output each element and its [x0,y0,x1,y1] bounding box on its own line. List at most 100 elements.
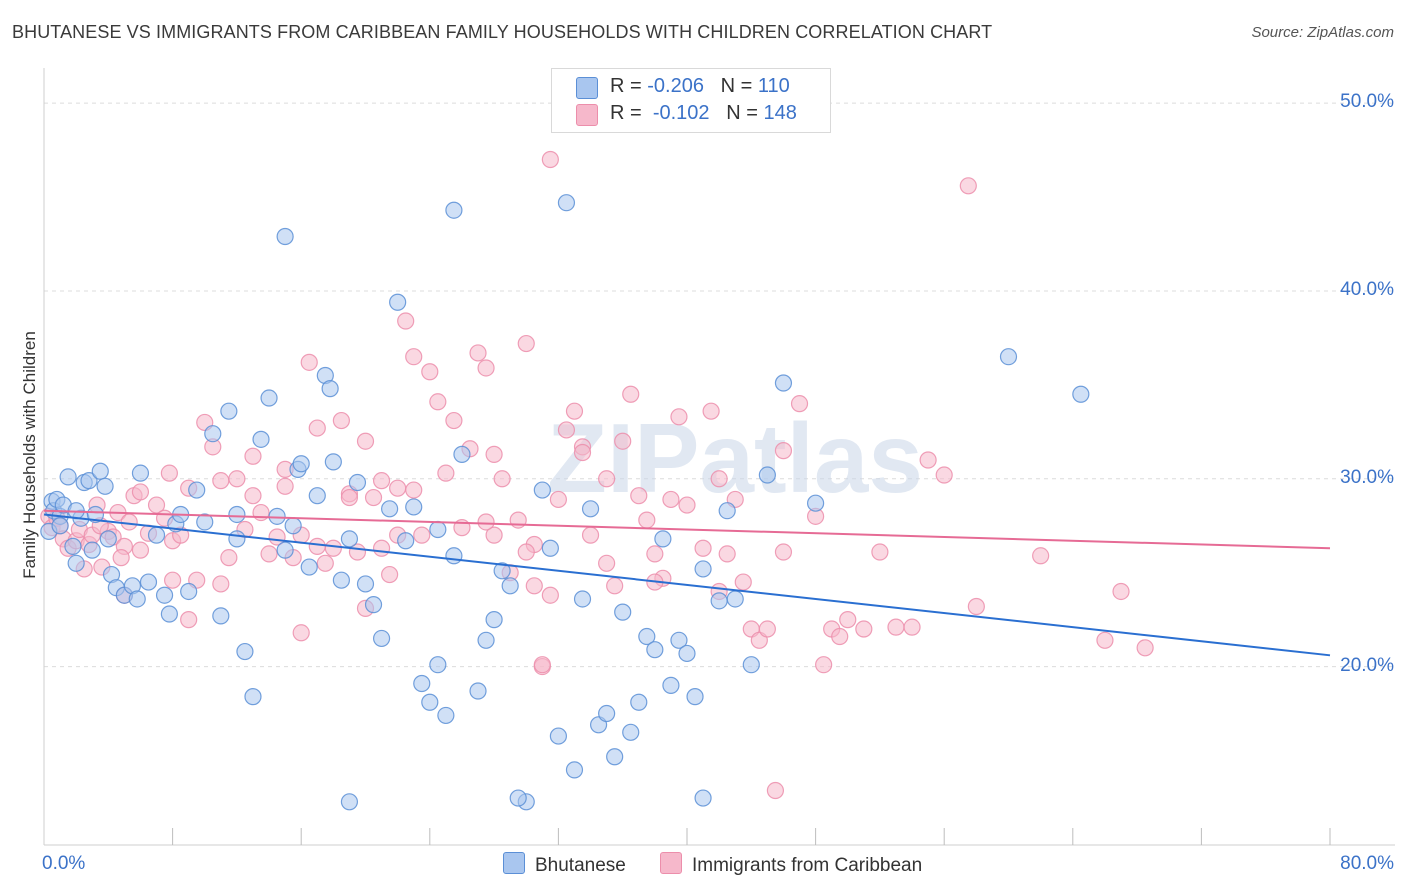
point-caribbean [557,421,576,439]
point-caribbean [372,539,391,557]
point-caribbean [1096,631,1114,649]
point-caribbean [300,353,318,371]
point-caribbean [839,611,857,629]
point-caribbean [774,543,793,561]
point-caribbean [573,443,592,462]
point-bhutanese [581,500,600,518]
point-bhutanese [565,761,584,779]
point-caribbean [622,385,640,403]
point-bhutanese [260,389,278,407]
point-caribbean [405,348,423,366]
point-bhutanese [340,530,359,548]
point-caribbean [212,575,230,593]
n-value-bhutanese: 110 [757,75,790,97]
point-caribbean [131,541,150,559]
point-bhutanese [694,560,712,578]
point-bhutanese [742,656,760,674]
point-bhutanese [573,590,592,608]
point-bhutanese [244,688,262,706]
series-legend-bhutanese: Bhutanese [503,852,626,877]
point-bhutanese [91,462,109,480]
point-caribbean [614,432,632,450]
point-caribbean [421,363,439,381]
point-caribbean [549,490,568,509]
point-bhutanese [686,688,704,706]
point-caribbean [397,312,415,330]
point-caribbean [308,537,326,555]
trend-line-bhutanese [43,513,1331,657]
point-caribbean [244,447,262,465]
point-caribbean [493,470,511,488]
point-bhutanese [718,502,736,520]
point-caribbean [180,611,198,629]
series-swatch-pink [660,852,682,874]
point-bhutanese [662,676,680,694]
point-caribbean [244,487,262,505]
point-bhutanese [541,539,559,557]
point-bhutanese [774,374,793,392]
trend-lines [43,509,1331,657]
point-bhutanese [372,629,391,648]
point-caribbean [364,488,383,507]
point-bhutanese [300,558,318,576]
point-caribbean [437,464,455,482]
point-caribbean [598,554,616,572]
point-caribbean [413,526,431,544]
point-bhutanese [80,472,98,490]
point-caribbean [606,577,624,595]
point-bhutanese [429,520,447,539]
point-caribbean [541,586,559,604]
point-caribbean [485,445,503,463]
point-caribbean [517,334,535,353]
point-bhutanese [405,498,423,516]
point-caribbean [815,656,833,674]
point-caribbean [1112,582,1130,601]
r-value-caribbean: -0.102 [652,102,710,124]
point-caribbean [292,624,310,642]
x-tick-label: 80.0% [1340,853,1394,874]
point-bhutanese [638,627,656,646]
point-caribbean [160,464,178,482]
point-caribbean [332,411,350,430]
point-bhutanese [445,547,463,565]
point-caribbean [638,511,656,529]
point-bhutanese [59,468,77,486]
point-bhutanese [654,530,672,548]
point-bhutanese [228,505,246,524]
point-caribbean [871,543,889,561]
point-caribbean [630,487,648,505]
point-caribbean [372,472,391,490]
point-bhutanese [726,590,744,608]
point-bhutanese [236,642,254,661]
point-caribbean [1136,639,1154,657]
point-caribbean [485,526,503,544]
r-value-bhutanese: -0.206 [647,75,704,97]
point-caribbean [790,395,809,413]
grid-lines [44,102,1395,668]
point-bhutanese [389,293,407,311]
point-bhutanese [188,481,206,499]
point-caribbean [959,177,977,195]
point-bhutanese [429,656,447,674]
point-caribbean [646,545,664,563]
y-axis-label: Family Households with Children [20,331,39,579]
point-caribbean [389,479,407,497]
point-bhutanese [252,430,270,448]
point-bhutanese [557,194,576,212]
point-bhutanese [549,727,568,745]
point-bhutanese [51,517,69,535]
point-bhutanese [128,590,146,608]
point-bhutanese [67,554,85,572]
point-bhutanese [445,201,463,219]
point-bhutanese [758,466,776,484]
point-caribbean [340,488,359,507]
point-caribbean [260,545,278,563]
point-bhutanese [348,473,367,492]
axes [43,68,1395,846]
point-bhutanese [332,571,350,589]
point-bhutanese [356,575,375,593]
point-caribbean [935,466,953,484]
point-bhutanese [276,541,294,559]
point-bhutanese [381,500,399,518]
point-caribbean [919,451,937,469]
